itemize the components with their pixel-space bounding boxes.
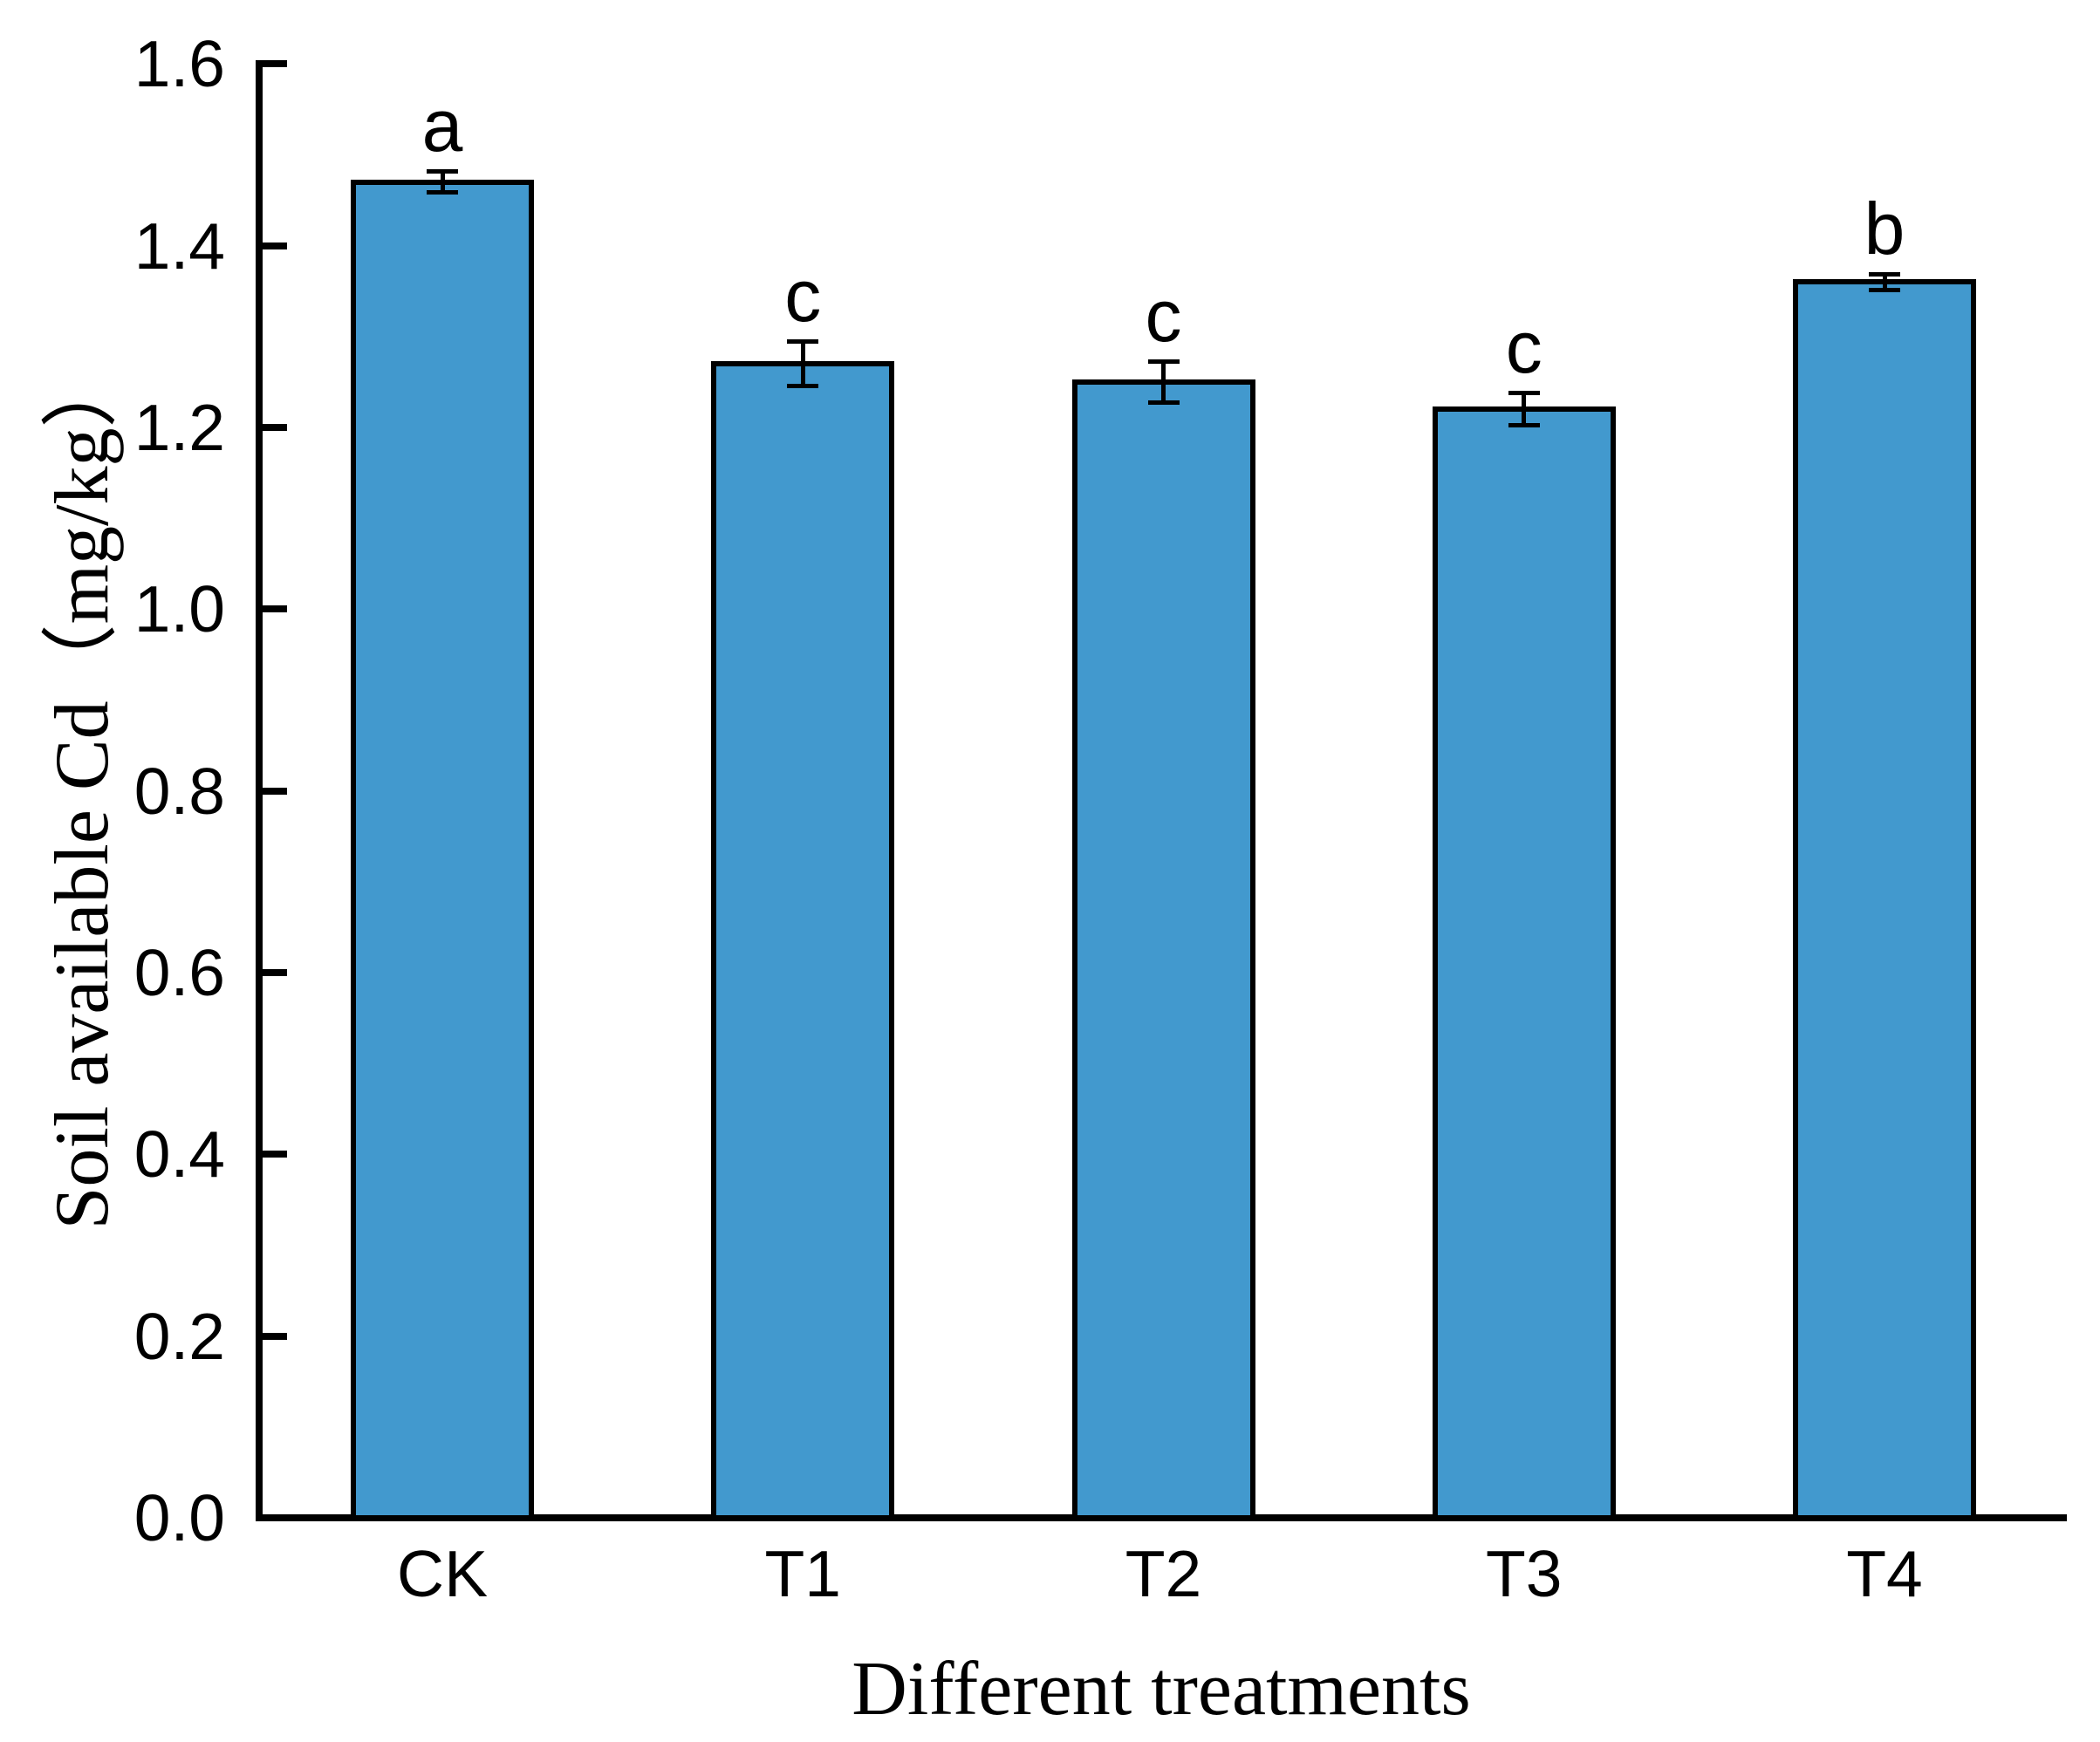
- bar-t1: [711, 361, 895, 1520]
- y-axis-tick: [263, 787, 287, 795]
- error-bar-top-cap: [1147, 359, 1180, 364]
- y-tick-label: 1.0: [133, 572, 225, 646]
- error-bar: [440, 171, 445, 194]
- error-bar-bottom-cap: [427, 190, 458, 195]
- significance-letter: c: [784, 255, 822, 337]
- error-bar: [1882, 273, 1887, 290]
- y-tick-label: 1.4: [133, 208, 225, 283]
- y-tick-label: 0.0: [133, 1481, 225, 1554]
- y-axis-tick: [263, 1151, 287, 1158]
- error-bar-top-cap: [1869, 271, 1900, 277]
- significance-letter: c: [1505, 306, 1543, 389]
- error-bar: [800, 341, 805, 387]
- y-axis-tick: [263, 242, 287, 249]
- y-axis-tick: [263, 423, 287, 431]
- y-tick-label: 0.8: [133, 754, 225, 828]
- y-axis-tick: [263, 968, 287, 976]
- x-tick-label: T4: [1846, 1537, 1923, 1610]
- significance-letter: c: [1145, 274, 1182, 357]
- error-bar-top-cap: [427, 169, 458, 174]
- x-tick-label: T1: [764, 1537, 842, 1610]
- y-axis-tick: [263, 1514, 287, 1521]
- bar-t2: [1071, 379, 1255, 1520]
- y-axis-tick: [263, 1332, 287, 1340]
- y-tick-label: 1.2: [133, 390, 225, 464]
- significance-letter: b: [1864, 187, 1905, 270]
- y-tick-label: 0.2: [133, 1299, 225, 1373]
- x-tick-label: T2: [1125, 1537, 1202, 1610]
- bar-t3: [1432, 406, 1616, 1520]
- error-bar-bottom-cap: [787, 384, 819, 389]
- y-tick-label: 1.6: [133, 27, 225, 101]
- bar-t4: [1793, 279, 1976, 1520]
- y-axis-tick: [263, 605, 287, 613]
- y-tick-label: 0.6: [133, 935, 225, 1009]
- error-bar-top-cap: [787, 339, 819, 344]
- x-tick-label: T3: [1485, 1537, 1563, 1610]
- error-bar-bottom-cap: [1147, 400, 1180, 405]
- significance-letter: a: [421, 85, 463, 167]
- y-axis-tick: [263, 60, 287, 68]
- bar-ck: [351, 179, 534, 1520]
- error-bar-bottom-cap: [1869, 287, 1900, 292]
- error-bar: [1522, 393, 1527, 426]
- x-axis-title: Different treatments: [852, 1647, 1471, 1732]
- y-axis-line: [256, 60, 263, 1521]
- x-tick-label: CK: [396, 1537, 489, 1610]
- error-bar-top-cap: [1508, 391, 1540, 396]
- error-bar: [1161, 360, 1166, 403]
- y-tick-label: 0.4: [133, 1117, 225, 1192]
- error-bar-bottom-cap: [1508, 422, 1540, 427]
